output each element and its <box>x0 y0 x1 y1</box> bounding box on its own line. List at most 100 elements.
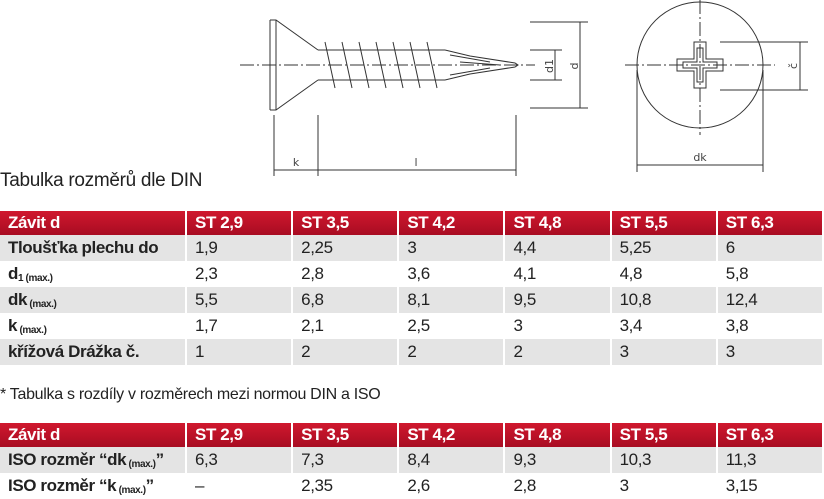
row-label: Tloušťka plechu do <box>0 235 187 261</box>
cell: 2,35 <box>292 473 400 499</box>
label-tail: ” <box>155 450 165 469</box>
cell: 3 <box>610 339 718 365</box>
cell: 10,8 <box>610 287 718 313</box>
cell: 5,5 <box>186 287 294 313</box>
dim-label: d <box>568 63 581 70</box>
row-label: k (max.) <box>0 313 187 339</box>
label-main: ISO rozměr “k <box>8 476 117 495</box>
cross-recess <box>682 47 718 83</box>
cell: 2,25 <box>292 235 400 261</box>
row: k (max.) 1,7 2,1 2,5 3 3,4 3,8 <box>0 313 824 339</box>
dim-label: d1 <box>543 59 556 73</box>
cell: 10,3 <box>610 447 718 473</box>
header-cell: ST 4,2 <box>398 211 506 235</box>
cell: 9,5 <box>504 287 612 313</box>
header-cell: ST 3,5 <box>292 423 400 447</box>
cell: 6,3 <box>186 447 294 473</box>
table-din: Závit d ST 2,9 ST 3,5 ST 4,2 ST 4,8 ST 5,5 ST … <box>0 211 824 365</box>
label-sub: (max.) <box>116 485 146 496</box>
note: * Tabulka s rozdíly v rozměrech mezi nor… <box>0 386 381 403</box>
cell: 1 <box>186 339 294 365</box>
dim-label: k <box>293 156 300 169</box>
label-sub: (max.) <box>126 459 156 470</box>
header-cell: ST 6,3 <box>716 211 824 235</box>
cell: 3 <box>716 339 824 365</box>
cell: 3,6 <box>398 261 506 287</box>
label-sub: 1 (max.) <box>17 273 53 284</box>
screw-shank <box>318 49 519 81</box>
cell: 2 <box>398 339 506 365</box>
cell: 6,8 <box>292 287 400 313</box>
cell: 9,3 <box>504 447 612 473</box>
row-label: ISO rozměr “k (max.)” <box>0 473 187 499</box>
row-label: d1 (max.) <box>0 261 187 287</box>
cell: 1,9 <box>186 235 294 261</box>
header-row: Závit d ST 2,9 ST 3,5 ST 4,2 ST 4,8 ST 5,5 ST … <box>0 211 824 235</box>
cell: 2 <box>504 339 612 365</box>
drill-tip <box>449 54 501 76</box>
cell: 6 <box>716 235 824 261</box>
header-cell: ST 6,3 <box>716 423 824 447</box>
cell: 4,1 <box>504 261 612 287</box>
cell: 4,4 <box>504 235 612 261</box>
header-row: Závit d ST 2,9 ST 3,5 ST 4,2 ST 4,8 ST 5,5 ST … <box>0 423 824 447</box>
row-label: ISO rozměr “dk (max.)” <box>0 447 187 473</box>
header-cell: ST 5,5 <box>610 423 718 447</box>
header-cell: ST 4,8 <box>504 423 612 447</box>
cell: 5,25 <box>610 235 718 261</box>
cell: 2,3 <box>186 261 294 287</box>
caption: Tabulka rozměrů dle DIN <box>0 170 203 191</box>
label-main: křížová Drážka č. <box>8 342 140 361</box>
label-main: k <box>8 316 18 335</box>
cell: 1,7 <box>186 313 294 339</box>
dim-label: dk <box>693 151 707 164</box>
row: dk (max.) 5,5 6,8 8,1 9,5 10,8 12,4 <box>0 287 824 313</box>
header-cell: ST 2,9 <box>186 211 294 235</box>
dim-label: l <box>414 156 417 169</box>
cell: 3 <box>398 235 506 261</box>
screw-head <box>269 19 319 111</box>
cell: – <box>186 473 294 499</box>
cell: 8,4 <box>398 447 506 473</box>
header-cell: Závit d <box>0 211 187 235</box>
cell: 8,1 <box>398 287 506 313</box>
label-main: dk <box>8 290 28 309</box>
screw-drawing: d1 d k l č dk <box>240 0 808 176</box>
row-label: dk (max.) <box>0 287 187 313</box>
header-cell: ST 3,5 <box>292 211 400 235</box>
label-main: ISO rozměr “dk <box>8 450 127 469</box>
table-iso: Závit d ST 2,9 ST 3,5 ST 4,2 ST 4,8 ST 5,5 ST … <box>0 423 824 499</box>
cell: 3 <box>504 313 612 339</box>
row: Tloušťka plechu do 1,9 2,25 3 4,4 5,25 6 <box>0 235 824 261</box>
screw-thread <box>324 41 438 89</box>
label-tail: ” <box>145 476 155 495</box>
row: ISO rozměr “k (max.)” –2,35 2,6 2,8 3 3,15 <box>0 473 824 499</box>
cell: 3 <box>610 473 718 499</box>
cell: 2,5 <box>398 313 506 339</box>
cell: 3,15 <box>716 473 824 499</box>
header-cell: Závit d <box>0 423 187 447</box>
cell: 5,8 <box>716 261 824 287</box>
cell: 7,3 <box>292 447 400 473</box>
cell: 2,6 <box>398 473 506 499</box>
header-cell: ST 4,2 <box>398 423 506 447</box>
cell: 2,1 <box>292 313 400 339</box>
dim-label: č <box>787 63 800 69</box>
cell: 11,3 <box>716 447 824 473</box>
cell: 2,8 <box>292 261 400 287</box>
cell: 3,8 <box>716 313 824 339</box>
cross-recess <box>676 41 724 89</box>
cell: 12,4 <box>716 287 824 313</box>
row-label: křížová Drážka č. <box>0 339 187 365</box>
label-sub: (max.) <box>27 299 57 310</box>
row: d1 (max.) 2,3 2,8 3,6 4,1 4,8 5,8 <box>0 261 824 287</box>
row: křížová Drážka č. 1 2 2 2 3 3 <box>0 339 824 365</box>
cell: 2 <box>292 339 400 365</box>
cell: 2,8 <box>504 473 612 499</box>
header-cell: ST 2,9 <box>186 423 294 447</box>
header-cell: ST 5,5 <box>610 211 718 235</box>
row: ISO rozměr “dk (max.)” 6,3 7,3 8,4 9,3 10,3 11… <box>0 447 824 473</box>
cell: 3,4 <box>610 313 718 339</box>
label-main: Tloušťka plechu do <box>8 238 159 257</box>
